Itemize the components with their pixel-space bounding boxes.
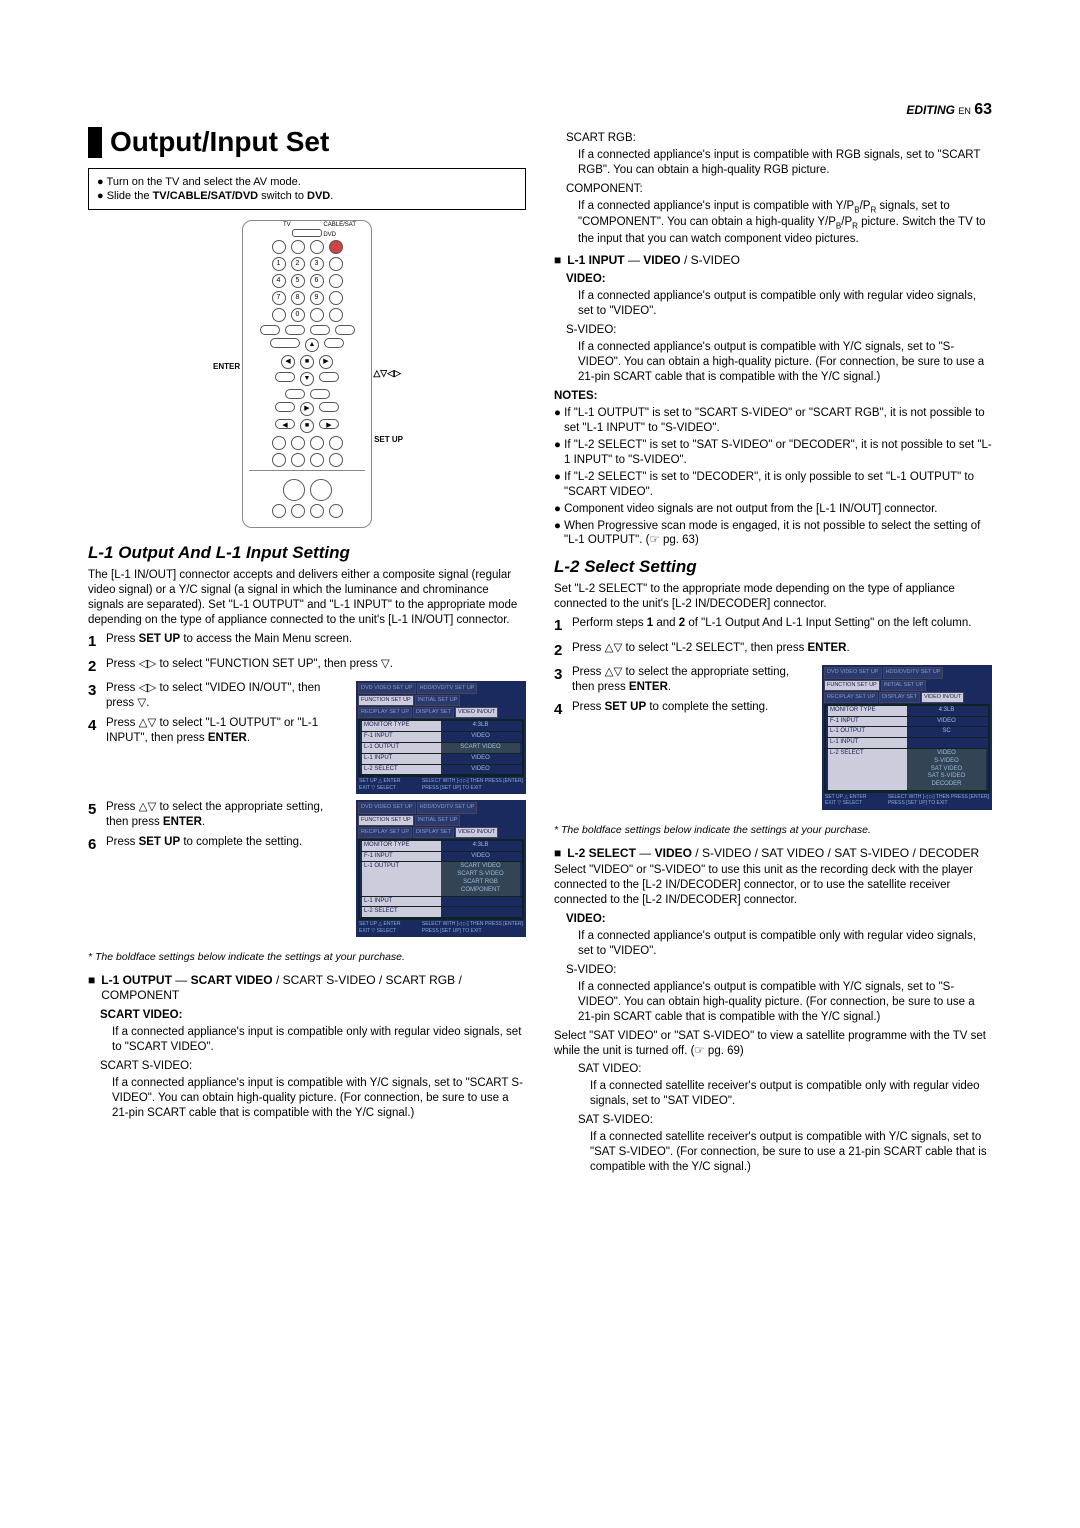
l2-svideo-desc: If a connected appliance's output is com…	[578, 980, 992, 1025]
instruction-line-1: Turn on the TV and select the AV mode.	[97, 175, 517, 189]
header-editing: EDITING	[906, 103, 955, 117]
switch-tv: TV	[283, 222, 291, 230]
l1-step-3: Press ◁▷ to select "VIDEO IN/OUT", then …	[106, 681, 348, 711]
switch-dvd: DVD	[323, 232, 336, 240]
instruction-line-2: Slide the TV/CABLE/SAT/DVD switch to DVD…	[97, 189, 517, 203]
instr-bold: DVD	[307, 190, 330, 202]
menu-screenshot-2: DVD VIDEO SET UPHDD/DVD/TV SET UPFUNCTIO…	[356, 800, 526, 937]
remote-switch: TV CABLE/SAT DVD	[292, 229, 322, 237]
instr-bold: TV/CABLE/SAT/DVD	[153, 190, 259, 202]
scart-video-desc: If a connected appliance's input is comp…	[112, 1025, 526, 1055]
right-column: SCART RGB: If a connected appliance's in…	[554, 127, 992, 1179]
remote-label-arrows: △▽◁▷	[373, 368, 401, 380]
l2-video-title: VIDEO:	[566, 912, 992, 927]
l2-step-1: Perform steps 1 and 2 of "L-1 Output And…	[572, 616, 992, 636]
l2-step-2: Press △▽ to select "L-2 SELECT", then pr…	[572, 641, 992, 661]
l1-section-title: L-1 Output And L-1 Input Setting	[88, 542, 526, 564]
l1-input-head: ■ L-1 INPUT — VIDEO / S-VIDEO	[554, 253, 992, 269]
l1-step-4: Press △▽ to select "L-1 OUTPUT" or "L-1 …	[106, 716, 348, 746]
scart-svideo-title: SCART S-VIDEO:	[100, 1059, 526, 1074]
header-en: EN	[958, 106, 971, 116]
l1input-video-desc: If a connected appliance's output is com…	[578, 289, 992, 319]
l1input-svideo-title: S-VIDEO:	[566, 323, 992, 338]
l2-step-4: Press SET UP to complete the setting.	[572, 700, 814, 720]
scart-rgb-title: SCART RGB:	[566, 131, 992, 146]
page-header: EDITING EN 63	[88, 100, 992, 121]
remote-label-enter: ENTER	[213, 362, 240, 372]
instruction-box: Turn on the TV and select the AV mode. S…	[88, 168, 526, 211]
l1-step-2: Press ◁▷ to select "FUNCTION SET UP", th…	[106, 657, 526, 677]
notes-item: When Progressive scan mode is engaged, i…	[554, 519, 992, 549]
notes-item: If "L-1 OUTPUT" is set to "SCART S-VIDEO…	[554, 406, 992, 436]
component-title: COMPONENT:	[566, 182, 992, 197]
l1-step-1: Press SET UP to access the Main Menu scr…	[106, 632, 526, 652]
l2-select-head: ■ L-2 SELECT — VIDEO / S-VIDEO / SAT VID…	[554, 846, 992, 862]
footnote-1: * The boldface settings below indicate t…	[88, 951, 526, 965]
remote-diagram: ENTER SET UP △▽◁▷ TV CABLE/SAT DVD 123 4…	[88, 220, 526, 528]
l1-steps: 1Press SET UP to access the Main Menu sc…	[88, 632, 526, 676]
notes-title: NOTES:	[554, 389, 992, 404]
notes-list: If "L-1 OUTPUT" is set to "SCART S-VIDEO…	[554, 406, 992, 548]
menu-screenshot-1: DVD VIDEO SET UPHDD/DVD/TV SET UPFUNCTIO…	[356, 681, 526, 794]
l1input-svideo-desc: If a connected appliance's output is com…	[578, 340, 992, 385]
l2-satsvideo-title: SAT S-VIDEO:	[578, 1113, 992, 1128]
notes-item: If "L-2 SELECT" is set to "SAT S-VIDEO" …	[554, 438, 992, 468]
l1input-video-title: VIDEO:	[566, 272, 992, 287]
l2-sat-intro: Select "SAT VIDEO" or "SAT S-VIDEO" to v…	[554, 1029, 992, 1059]
instr-text: switch to	[258, 190, 307, 202]
l2-step-3: Press △▽ to select the appropriate setti…	[572, 665, 814, 695]
l2select-intro: Select "VIDEO" or "S-VIDEO" to use this …	[554, 863, 992, 908]
l2-intro: Set "L-2 SELECT" to the appropriate mode…	[554, 582, 992, 612]
l2-satvideo-desc: If a connected satellite receiver's outp…	[590, 1079, 992, 1109]
l2-satsvideo-desc: If a connected satellite receiver's outp…	[590, 1130, 992, 1175]
remote-outline: ENTER SET UP △▽◁▷ TV CABLE/SAT DVD 123 4…	[242, 220, 372, 528]
l1-step-6: Press SET UP to complete the setting.	[106, 835, 348, 855]
scart-rgb-desc: If a connected appliance's input is comp…	[578, 148, 992, 178]
scart-svideo-desc: If a connected appliance's input is comp…	[112, 1076, 526, 1121]
instr-text: Slide the	[107, 190, 153, 202]
l2-svideo-title: S-VIDEO:	[566, 963, 992, 978]
page-number: 63	[974, 101, 992, 118]
l2-satvideo-title: SAT VIDEO:	[578, 1062, 992, 1077]
notes-item: If "L-2 SELECT" is set to "DECODER", it …	[554, 470, 992, 500]
switch-cablesat: CABLE/SAT	[323, 222, 356, 230]
scart-video-title: SCART VIDEO:	[100, 1008, 526, 1023]
l2-section-title: L-2 Select Setting	[554, 556, 992, 578]
left-column: Output/Input Set Turn on the TV and sele…	[88, 127, 526, 1179]
menu-screenshot-3: DVD VIDEO SET UPHDD/DVD/TV SET UPFUNCTIO…	[822, 665, 992, 810]
remote-label-setup: SET UP	[374, 435, 403, 445]
l1-intro: The [L-1 IN/OUT] connector accepts and d…	[88, 568, 526, 628]
footnote-2: * The boldface settings below indicate t…	[554, 824, 992, 838]
main-title: Output/Input Set	[88, 127, 526, 158]
instr-text: .	[330, 190, 333, 202]
l1-output-head: ■ L-1 OUTPUT — SCART VIDEO / SCART S-VID…	[88, 973, 526, 1004]
notes-item: Component video signals are not output f…	[554, 502, 992, 517]
l2-video-desc: If a connected appliance's output is com…	[578, 929, 992, 959]
component-desc: If a connected appliance's input is comp…	[578, 199, 992, 247]
l1-step-5: Press △▽ to select the appropriate setti…	[106, 800, 348, 830]
